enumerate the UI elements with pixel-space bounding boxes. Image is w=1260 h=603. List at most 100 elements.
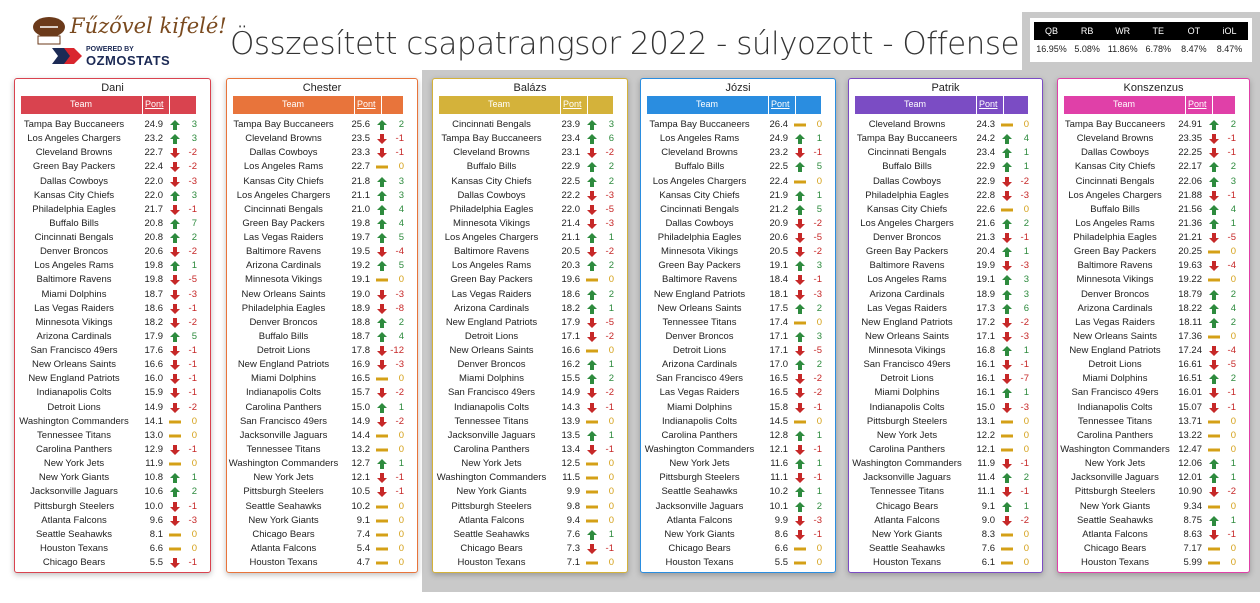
table-row: Tennessee Titans 13.71 0	[1058, 415, 1251, 429]
change-value: -3	[605, 217, 614, 229]
arrow-down	[170, 247, 180, 258]
score: 18.22	[1178, 302, 1202, 314]
score: 11.1	[770, 472, 788, 484]
team-name: New Orleans Saints	[241, 288, 326, 300]
change-value: -4	[1227, 260, 1236, 272]
arrow-up	[1002, 162, 1012, 173]
table-row: New Orleans Saints 17.1 -3	[849, 330, 1044, 344]
change-value: 0	[816, 542, 822, 554]
arrow-up	[377, 459, 387, 470]
change-value: 0	[816, 175, 822, 187]
table-row: Tennessee Titans 13.0 0	[15, 429, 212, 443]
change-value: -1	[1020, 458, 1029, 470]
team-name: San Francisco 49ers	[447, 387, 536, 399]
team-name: Pittsburgh Steelers	[33, 500, 115, 512]
table-row: New York Giants 9.34 0	[1058, 500, 1251, 514]
score: 12.1	[976, 443, 996, 455]
change-arrow	[587, 388, 597, 399]
arrow-down	[1002, 176, 1012, 187]
table-row: New York Jets 11.6 1	[641, 457, 837, 471]
arrow-flat	[586, 420, 598, 424]
table-row: Baltimore Ravens 19.9 -3	[849, 259, 1044, 273]
score: 17.6	[144, 345, 164, 357]
table-row: Houston Texans 5.99 0	[1058, 556, 1251, 570]
change-value: 0	[398, 429, 404, 441]
change-value: -3	[188, 288, 197, 300]
change-value: 0	[608, 345, 614, 357]
score: 24.3	[976, 119, 996, 130]
arrow-down	[587, 218, 597, 229]
table-row: Detroit Lions 17.1 -2	[433, 330, 629, 344]
arrow-down	[587, 402, 597, 413]
change-arrow	[1002, 459, 1012, 470]
change-arrow	[1209, 360, 1219, 371]
table-row: Buffalo Bills 20.8 7	[15, 217, 212, 231]
table-row: San Francisco 49ers 16.1 -1	[849, 358, 1044, 372]
change-value: 0	[398, 161, 404, 173]
arrow-down	[170, 388, 180, 399]
score: 16.9	[351, 359, 371, 371]
table-row: Jacksonville Jaguars 10.1 2	[641, 500, 837, 514]
change-arrow	[586, 505, 598, 508]
column-header: Team	[695, 99, 718, 109]
team-name: Las Vegas Raiders	[34, 302, 114, 314]
team-name: New York Giants	[1079, 500, 1151, 512]
change-arrow	[587, 444, 597, 455]
change-arrow	[586, 476, 598, 480]
arrow-down	[587, 148, 597, 159]
table-row: Carolina Panthers 12.9 -1	[15, 443, 212, 457]
team-name: Buffalo Bills	[258, 330, 309, 342]
change-arrow	[376, 533, 388, 537]
score: 23.5	[351, 133, 371, 145]
table-row: New York Jets 12.1 -1	[227, 471, 419, 485]
change-arrow	[1208, 335, 1220, 339]
table-row: Los Angeles Rams 19.1 3	[849, 273, 1044, 287]
table-row: Miami Dolphins 15.5 2	[433, 372, 629, 386]
change-arrow	[170, 261, 180, 272]
change-arrow	[586, 420, 598, 424]
team-name: Dallas Cowboys	[665, 217, 734, 229]
change-value: 6	[608, 133, 614, 145]
arrow-flat	[376, 547, 388, 551]
change-value: 3	[1023, 274, 1029, 286]
change-arrow	[795, 162, 805, 173]
score: 8.6	[774, 528, 788, 540]
logo-icon	[33, 17, 65, 45]
table-row: Kansas City Chiefs 21.9 1	[641, 189, 837, 203]
change-arrow	[1002, 289, 1012, 300]
change-arrow	[795, 444, 805, 455]
arrow-down	[587, 317, 597, 328]
change-value: 7	[191, 217, 197, 229]
table-row: San Francisco 49ers 16.5 -2	[641, 372, 837, 386]
team-name: San Francisco 49ers	[239, 415, 328, 427]
arrow-flat	[169, 533, 181, 537]
change-value: 3	[398, 175, 404, 187]
change-value: -1	[188, 345, 197, 357]
change-value: -1	[395, 486, 404, 498]
table-row: Cleveland Browns 23.2 -1	[641, 146, 837, 160]
team-name: Minnesota Vikings	[35, 316, 113, 328]
team-name: Cincinnati Bengals	[660, 203, 739, 215]
arrow-flat	[794, 561, 806, 565]
score: 21.8	[351, 175, 371, 187]
arrow-flat	[586, 519, 598, 523]
table-row: Tennessee Titans 17.4 0	[641, 316, 837, 330]
arrow-up	[377, 317, 387, 328]
team-name: Green Bay Packers	[658, 260, 741, 272]
change-arrow	[587, 190, 597, 201]
score: 9.6	[149, 514, 163, 526]
team-name: San Francisco 49ers	[655, 373, 744, 385]
score: 19.63	[1178, 260, 1202, 272]
table-row: New England Patriots 16.0 -1	[15, 372, 212, 386]
ranking-panel: Balázs Team Pont Cincinnati Bengals 23.9 3 Tam…	[432, 78, 628, 573]
team-name: Green Bay Packers	[865, 246, 949, 258]
team-name: Minnesota Vikings	[245, 274, 322, 286]
score: 17.36	[1178, 330, 1202, 342]
team-name: Washington Commanders	[1060, 443, 1170, 455]
team-name: Detroit Lions	[1088, 359, 1142, 371]
team-name: Atlanta Falcons	[666, 514, 733, 526]
score: 23.4	[976, 147, 996, 159]
table-row: Cleveland Browns 23.5 -1	[227, 132, 419, 146]
score: 20.4	[976, 246, 996, 258]
arrow-flat	[169, 420, 181, 424]
